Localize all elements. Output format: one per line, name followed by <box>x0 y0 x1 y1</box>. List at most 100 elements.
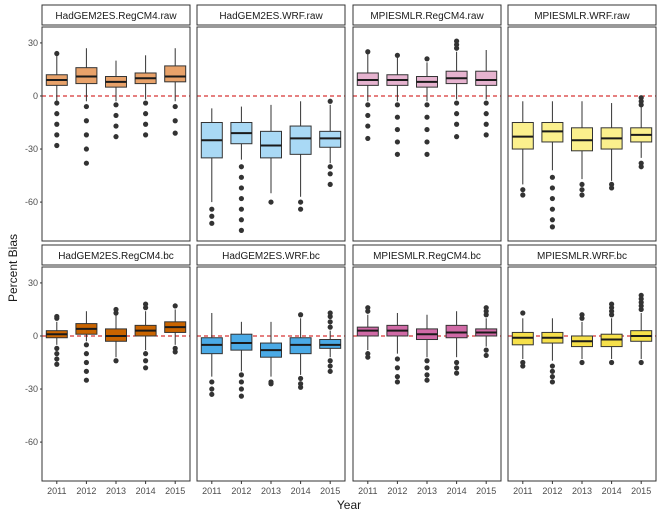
outlier-point <box>394 374 400 380</box>
outlier-point <box>520 192 526 198</box>
outlier-point <box>327 181 333 188</box>
outlier-point <box>424 56 430 62</box>
outlier-point <box>238 372 244 378</box>
y-tick-label: 0 <box>33 331 38 341</box>
box-2014 <box>445 311 468 376</box>
outlier-point <box>394 139 400 145</box>
iqr-box <box>164 65 187 83</box>
outlier-point <box>394 126 400 133</box>
outlier-point <box>143 111 149 117</box>
box-2012 <box>75 48 98 166</box>
outlier-point <box>424 102 430 108</box>
outlier-point <box>424 126 430 133</box>
outlier-point <box>268 381 274 387</box>
box-2011 <box>356 49 379 142</box>
outlier-point <box>579 312 585 318</box>
x-tick-label: 2013 <box>572 486 592 496</box>
y-tick-label: -60 <box>25 437 38 447</box>
box-2014 <box>600 301 623 366</box>
outlier-point <box>365 49 371 55</box>
box-2013 <box>105 60 127 140</box>
box-2015 <box>319 310 342 374</box>
outlier-point <box>83 103 89 110</box>
outlier-point <box>579 359 585 366</box>
outlier-point <box>54 50 60 57</box>
box-2014 <box>600 103 623 191</box>
outlier-point <box>327 324 333 330</box>
outlier-point <box>394 379 400 385</box>
outlier-point <box>172 118 178 124</box>
box-2015 <box>164 303 187 355</box>
facet-panel: MPIESMLR.RegCM4.bc 2011 2012 2013 2014 2015 <box>352 244 502 496</box>
outlier-point <box>483 121 489 127</box>
outlier-point <box>298 375 304 382</box>
outlier-point <box>143 132 149 138</box>
outlier-point <box>238 164 244 170</box>
outlier-point <box>298 206 304 212</box>
outlier-point <box>238 379 244 385</box>
outlier-point <box>298 312 304 318</box>
outlier-point <box>327 98 333 104</box>
x-tick-label: 2013 <box>417 486 437 496</box>
outlier-point <box>238 386 244 392</box>
outlier-point <box>549 185 556 191</box>
x-tick-label: 2015 <box>165 486 185 496</box>
box-2011 <box>45 313 68 367</box>
outlier-point <box>209 213 215 219</box>
outlier-point <box>424 372 430 378</box>
outlier-point <box>638 292 644 298</box>
y-tick-label: -30 <box>25 384 38 394</box>
facet-panel: MPIESMLR.RegCM4.raw <box>352 4 502 242</box>
iqr-box <box>289 125 312 155</box>
outlier-point <box>424 139 430 145</box>
outlier-point <box>394 102 400 108</box>
outlier-point <box>54 361 60 367</box>
outlier-point <box>238 206 244 212</box>
outlier-point <box>54 111 60 117</box>
y-tick-label: 30 <box>28 278 38 288</box>
outlier-point <box>365 112 371 119</box>
outlier-point <box>394 151 400 157</box>
outlier-point <box>483 352 489 359</box>
outlier-point <box>549 374 556 380</box>
x-tick-label: 2011 <box>513 486 532 496</box>
outlier-point <box>609 359 615 366</box>
outlier-point <box>54 121 60 127</box>
facet-title: HadGEM2ES.RegCM4.bc <box>58 251 174 262</box>
box-2014 <box>134 55 157 138</box>
outlier-point <box>454 359 460 366</box>
box-2011 <box>356 305 379 360</box>
facet-strip <box>507 244 657 266</box>
outlier-point <box>172 349 178 355</box>
box-2015 <box>319 98 342 188</box>
box-2013 <box>105 306 127 364</box>
x-axis-title: Year <box>337 498 361 512</box>
facet-title: HadGEM2ES.WRF.raw <box>219 11 323 22</box>
outlier-point <box>327 164 333 170</box>
outlier-point <box>54 351 60 357</box>
outlier-point <box>113 102 119 108</box>
facet-title: MPIESMLR.WRF.raw <box>534 11 630 22</box>
outlier-point <box>83 368 89 374</box>
outlier-point <box>83 132 89 138</box>
outlier-point <box>483 305 489 311</box>
outlier-point <box>113 358 119 364</box>
outlier-point <box>83 377 89 383</box>
x-tick-label: 2011 <box>202 486 221 496</box>
outlier-point <box>238 174 244 180</box>
outlier-point <box>143 301 149 307</box>
outlier-point <box>549 206 556 212</box>
facet-title: MPIESMLR.WRF.bc <box>537 251 627 262</box>
outlier-point <box>549 174 556 180</box>
outlier-point <box>394 365 400 371</box>
outlier-point <box>327 171 333 177</box>
facet-panel: HadGEM2ES.RegCM4.bc 2011 2012 2013 2014 2015 <box>41 244 191 496</box>
facet-strip <box>352 4 502 26</box>
box-2015 <box>630 292 653 366</box>
outlier-point <box>609 185 615 191</box>
outlier-point <box>424 151 430 157</box>
x-tick-label: 2012 <box>76 486 96 496</box>
outlier-point <box>483 132 489 138</box>
outlier-point <box>638 359 644 366</box>
box-2011 <box>45 50 68 149</box>
